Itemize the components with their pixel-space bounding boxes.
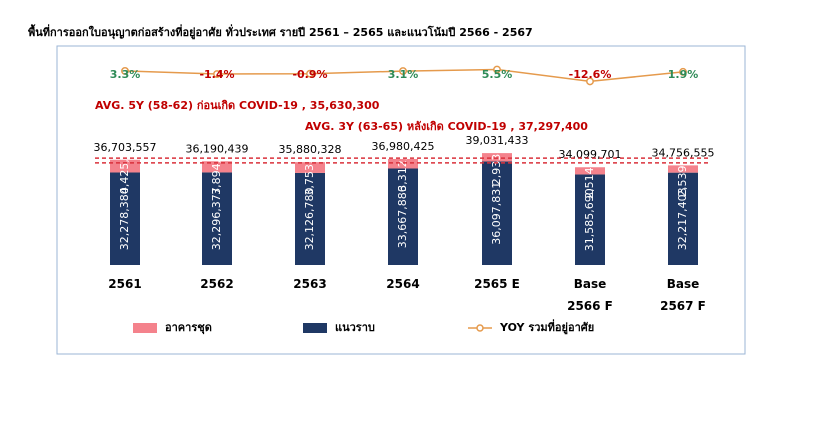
total-label: 36,190,439 (186, 142, 249, 155)
segment-label: 32,296,377 (210, 187, 223, 250)
line-marker (493, 65, 501, 74)
total-label: 36,980,425 (372, 140, 435, 153)
segment-label: 3,753,548 (303, 140, 316, 196)
bar-segment (482, 161, 512, 265)
bar-segment (388, 168, 418, 265)
total-label: 39,031,433 (466, 134, 529, 147)
x-tick-label: 2565 E (474, 277, 520, 291)
legend-swatch (133, 323, 157, 333)
bar-segment (388, 158, 418, 169)
line-marker (121, 67, 129, 75)
total-label: 34,756,555 (652, 146, 715, 159)
total-label: 35,880,328 (279, 143, 342, 156)
line-value-label: 5.5% (482, 68, 513, 81)
total-label: 34,099,701 (559, 148, 622, 161)
segment-label: 2,514,011 (583, 143, 596, 199)
legend-swatch (303, 323, 327, 333)
x-tick-label: 2562 (200, 277, 234, 291)
legend-swatch (476, 324, 484, 332)
line-marker (213, 70, 221, 78)
bar-segment (668, 165, 698, 173)
bar-segment (202, 172, 232, 265)
line-marker (586, 77, 594, 86)
segment-label: 3,312,539 (396, 136, 409, 192)
x-tick-label: Base 2566 F (567, 277, 613, 313)
bar-segment (482, 153, 512, 162)
segment-label: 2,539,152 (676, 141, 689, 197)
x-tick-label: 2563 (293, 277, 327, 291)
total-label: 36,703,557 (94, 141, 157, 154)
segment-label: 32,217,403 (676, 187, 689, 250)
line-value-label: -0.9% (292, 68, 327, 81)
segment-label: 32,278,380 (118, 187, 131, 250)
reference-label: AVG. 5Y (58-62) ก่อนเกิด COVID-19 , 35,6… (95, 99, 380, 112)
segment-label: 32,126,780 (303, 187, 316, 250)
bar-segment (202, 161, 232, 173)
x-tick-label: Base 2567 F (660, 277, 706, 313)
x-tick-label: 2561 (108, 277, 142, 291)
line-value-label: 3.3% (110, 68, 141, 81)
line-value-label: 3.1% (388, 68, 419, 81)
bar-segment (295, 162, 325, 173)
x-tick-label: 2564 (386, 277, 420, 291)
line-value-label: -12.6% (569, 68, 612, 81)
segment-label: 31,585,690 (583, 188, 596, 251)
reference-label: AVG. 3Y (63-65) หลังเกิด COVID-19 , 37,2… (305, 120, 588, 133)
bar-segment (668, 172, 698, 265)
legend-label: อาคารชุด (165, 321, 212, 335)
line-value-label: -1.4% (199, 68, 234, 81)
line-marker (679, 67, 687, 76)
line-value-label: 1.9% (668, 68, 699, 81)
segment-label: 2,933,602 (490, 129, 503, 185)
line-marker (399, 67, 407, 76)
bar-segment (110, 172, 140, 265)
bar-segment (575, 167, 605, 175)
legend-label: แนวราบ (335, 321, 375, 334)
segment-label: 3,894,062 (210, 139, 223, 195)
segment-label: 4,425,177 (118, 138, 131, 194)
chart-title: พื้นที่การออกใบอนุญาตก่อสร้างที่อยู่อาศั… (28, 24, 533, 40)
segment-label: 36,097,831 (490, 182, 503, 245)
plot-frame (56, 45, 746, 355)
legend-label: YOY รวมที่อยู่อาศัย (499, 319, 594, 335)
bar-segment (575, 174, 605, 265)
bar-segment (295, 172, 325, 265)
line-marker (306, 69, 314, 78)
segment-label: 33,667,886 (396, 185, 409, 248)
